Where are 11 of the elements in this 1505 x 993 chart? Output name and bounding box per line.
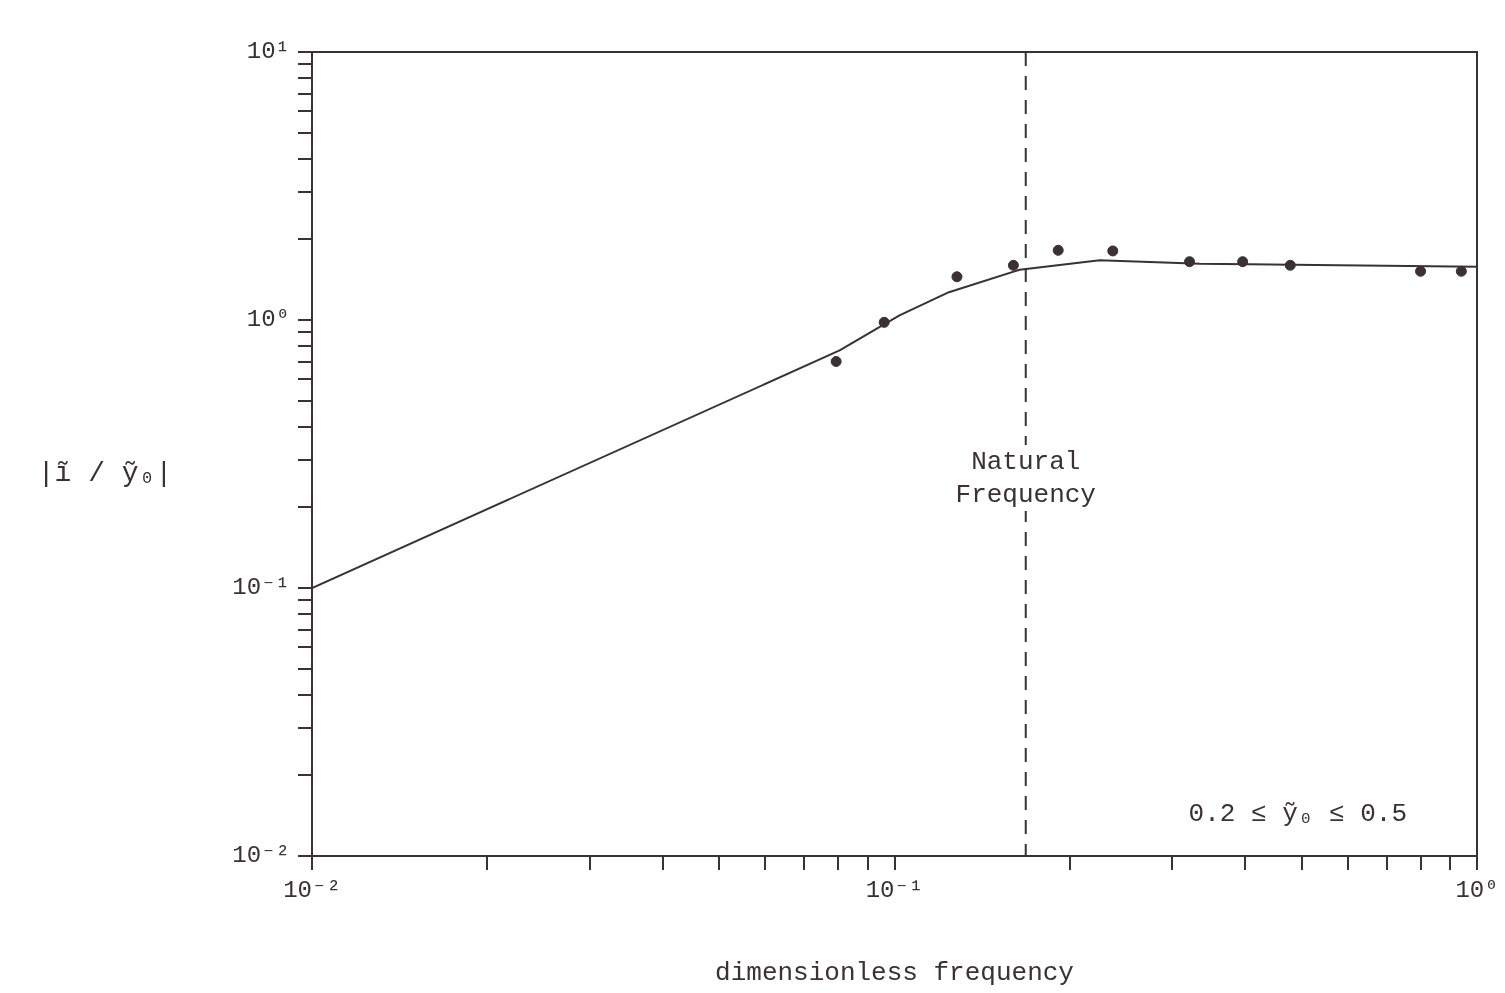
y-tick-label: 10⁰: [246, 306, 290, 334]
y-tick-label: 10⁻¹: [232, 574, 290, 602]
y-axis-title: |ĩ / ỹ₀|: [37, 458, 173, 490]
x-axis-title: dimensionless frequency: [715, 958, 1074, 989]
x-tick-label: 10⁰: [1455, 876, 1499, 904]
ref-line-label: Natural Frequency: [955, 446, 1096, 510]
y-tick-label: 10¹: [246, 38, 290, 66]
y-tick-label: 10⁻²: [232, 842, 290, 870]
x-tick-label: 10⁻²: [283, 876, 341, 904]
x-tick-label: 10⁻¹: [865, 876, 924, 904]
annotation: 0.2 ≤ ỹ₀ ≤ 0.5: [1188, 798, 1407, 829]
